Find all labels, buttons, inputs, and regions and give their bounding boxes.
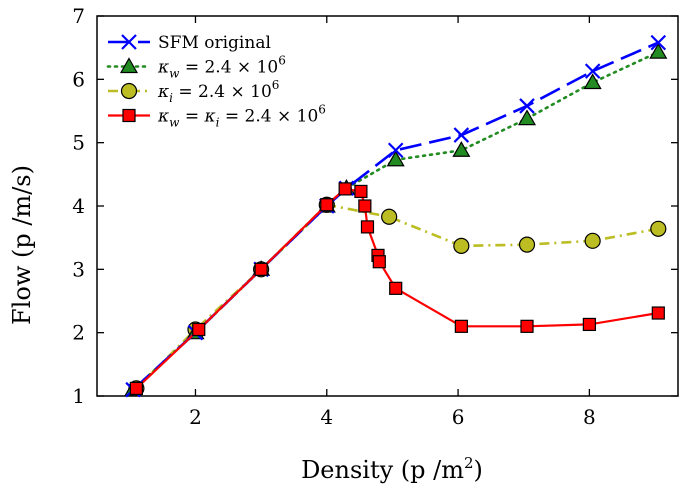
data-point-sfm-original <box>584 63 601 79</box>
series-kappa-w-i <box>129 182 665 395</box>
x-axis-title: Density (p /m2) <box>301 454 483 484</box>
x-tick-label: 2 <box>189 405 202 429</box>
data-point-kappa-w-i <box>651 306 665 320</box>
data-point-kappa-w-i <box>372 255 386 269</box>
y-tick-label: 1 <box>72 384 85 408</box>
data-point-kappa-w-i <box>338 182 352 196</box>
data-point-kappa-i <box>584 232 601 249</box>
data-point-sfm-original <box>453 127 470 143</box>
series-line-kappa-i <box>135 203 659 390</box>
data-point-sfm-original <box>650 34 667 51</box>
data-point-kappa-w-i <box>192 322 206 337</box>
series-kappa-i <box>128 196 667 397</box>
y-tick-label: 2 <box>72 321 85 345</box>
data-point-kappa-w <box>583 73 602 90</box>
data-point-kappa-w <box>517 109 537 126</box>
y-axis-title: Flow (p /m/s) <box>8 165 36 325</box>
y-tick-label: 6 <box>72 67 85 91</box>
y-tick-label: 7 <box>72 4 85 28</box>
legend-marker-kappa-i <box>120 82 138 100</box>
x-tick-label: 6 <box>452 405 465 429</box>
data-point-sfm-original <box>387 142 404 159</box>
data-point-kappa-i <box>650 220 667 237</box>
data-point-kappa-w-i <box>358 199 372 213</box>
data-point-kappa-w-i <box>254 262 268 276</box>
data-point-kappa-w <box>386 150 405 167</box>
data-point-kappa-w-i <box>520 319 534 333</box>
data-point-sfm-original <box>519 98 535 114</box>
data-point-kappa-w-i <box>360 220 375 234</box>
x-tick-label: 4 <box>320 405 333 429</box>
y-tick-label: 4 <box>72 194 85 218</box>
x-axis-title-sup: 2 <box>464 454 474 472</box>
legend-label-kappa-w: κw = 2.4 × 106 <box>157 54 286 81</box>
data-point-kappa-i <box>453 237 470 254</box>
series-layer <box>124 34 668 398</box>
x-tick-label: 8 <box>583 405 596 429</box>
data-point-kappa-i <box>518 236 536 253</box>
legend-marker-sfm-original <box>121 34 137 50</box>
axes: 2 4 6 8 1 2 3 4 5 6 7 <box>72 4 678 429</box>
data-point-kappa-w-i <box>129 381 143 395</box>
legend-label-kappa-w-i: κw = κi = 2.4 × 106 <box>157 103 326 130</box>
data-point-kappa-i <box>381 208 398 225</box>
data-point-kappa-w-i <box>454 319 468 333</box>
legend-label-kappa-i: κi = 2.4 × 106 <box>157 78 279 105</box>
data-point-kappa-w <box>649 42 668 59</box>
data-point-kappa-w-i <box>354 184 368 199</box>
data-point-kappa-w <box>452 141 471 157</box>
data-point-kappa-w-i <box>582 317 596 332</box>
data-point-kappa-w-i <box>389 281 403 295</box>
data-point-kappa-w-i <box>320 198 334 212</box>
series-line-kappa-w <box>131 50 660 392</box>
legend-marker-kappa-w <box>119 57 139 74</box>
y-tick-label: 3 <box>72 257 85 281</box>
legend-marker-kappa-w-i <box>122 108 136 123</box>
legend-label-sfm-original: SFM original <box>158 33 271 53</box>
y-tick-label: 5 <box>72 131 85 155</box>
